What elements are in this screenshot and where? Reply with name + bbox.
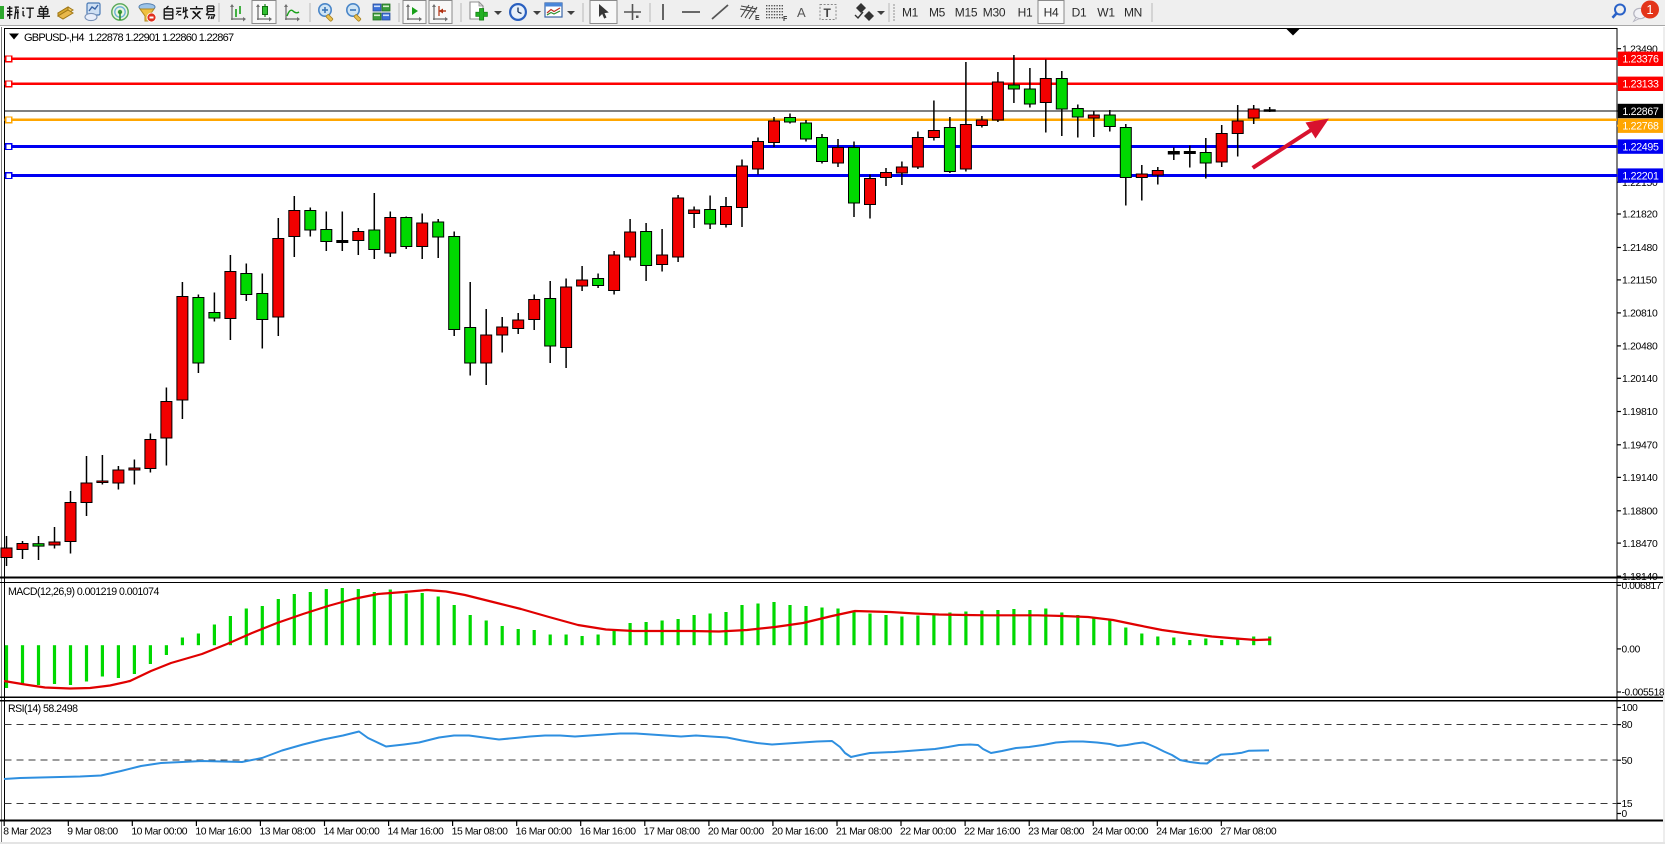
svg-text:14 Mar 16:00: 14 Mar 16:00 [388,827,444,838]
svg-text:20 Mar 16:00: 20 Mar 16:00 [772,827,828,838]
svg-text:RSI(14) 58.2498: RSI(14) 58.2498 [8,703,78,715]
svg-text:22 Mar 16:00: 22 Mar 16:00 [964,827,1020,838]
svg-text:-0.005518: -0.005518 [1622,688,1665,699]
svg-text:80: 80 [1622,720,1633,731]
svg-text:1.20810: 1.20810 [1622,309,1658,320]
svg-text:17 Mar 08:00: 17 Mar 08:00 [644,827,700,838]
svg-text:0: 0 [1622,809,1628,820]
svg-text:1.22150: 1.22150 [1622,178,1658,189]
svg-text:1.22867: 1.22867 [1622,106,1659,118]
svg-text:21 Mar 08:00: 21 Mar 08:00 [836,827,892,838]
svg-text:F: F [783,16,788,23]
svg-text:W1: W1 [1097,6,1115,20]
svg-text:24 Mar 00:00: 24 Mar 00:00 [1092,827,1148,838]
svg-text:1.19810: 1.19810 [1622,407,1658,418]
svg-text:1.22495: 1.22495 [1622,141,1659,153]
svg-text:0.006817: 0.006817 [1622,581,1662,592]
svg-text:1.21480: 1.21480 [1622,243,1658,254]
svg-text:50: 50 [1622,756,1633,767]
svg-text:14 Mar 00:00: 14 Mar 00:00 [324,827,380,838]
svg-text:1.21150: 1.21150 [1622,276,1657,287]
svg-text:1.18470: 1.18470 [1622,539,1658,550]
svg-text:A: A [797,5,806,20]
svg-text:15 Mar 08:00: 15 Mar 08:00 [452,827,508,838]
svg-text:1.19140: 1.19140 [1622,473,1658,484]
svg-text:9 Mar 08:00: 9 Mar 08:00 [67,827,118,838]
svg-text:1.23133: 1.23133 [1622,79,1659,91]
svg-text:D1: D1 [1072,6,1087,20]
svg-text:8 Mar 2023: 8 Mar 2023 [3,827,52,838]
svg-text:E: E [755,15,760,22]
svg-text:1.23490: 1.23490 [1622,44,1658,55]
svg-text:M15: M15 [955,6,978,20]
svg-text:1.20140: 1.20140 [1622,374,1658,385]
svg-text:10 Mar 00:00: 10 Mar 00:00 [131,827,187,838]
svg-text:100: 100 [1622,703,1639,714]
svg-text:1.18140: 1.18140 [1622,572,1658,583]
svg-text:M1: M1 [902,6,919,20]
svg-text:10 Mar 16:00: 10 Mar 16:00 [195,827,251,838]
svg-text:M30: M30 [983,6,1006,20]
svg-text:GBPUSD-,H4 1.22878 1.22901 1.: GBPUSD-,H4 1.22878 1.22901 1.22860 1.228… [24,32,234,44]
svg-text:1.22768: 1.22768 [1622,121,1659,133]
svg-text:16 Mar 16:00: 16 Mar 16:00 [580,827,636,838]
svg-text:27 Mar 08:00: 27 Mar 08:00 [1220,827,1276,838]
svg-text:1.22201: 1.22201 [1622,170,1659,182]
svg-text:23 Mar 08:00: 23 Mar 08:00 [1028,827,1084,838]
svg-text:16 Mar 00:00: 16 Mar 00:00 [516,827,572,838]
svg-text:T: T [824,6,832,20]
svg-text:0.00: 0.00 [1622,645,1641,656]
svg-text:1.23376: 1.23376 [1622,54,1659,66]
svg-text:1: 1 [1646,2,1653,17]
svg-text:1.18800: 1.18800 [1622,507,1658,518]
svg-text:1.21820: 1.21820 [1622,210,1658,221]
svg-text:MACD(12,26,9) 0.001219 0.00107: MACD(12,26,9) 0.001219 0.001074 [8,586,159,598]
svg-text:H1: H1 [1018,6,1033,20]
svg-text:MN: MN [1124,6,1142,20]
svg-text:1.19470: 1.19470 [1622,441,1658,452]
svg-text:1.20480: 1.20480 [1622,342,1658,353]
svg-text:15: 15 [1622,799,1633,810]
svg-text:H4: H4 [1044,6,1059,20]
svg-text:13 Mar 08:00: 13 Mar 08:00 [259,827,315,838]
svg-text:20 Mar 00:00: 20 Mar 00:00 [708,827,764,838]
svg-text:22 Mar 00:00: 22 Mar 00:00 [900,827,956,838]
svg-text:M5: M5 [929,6,946,20]
svg-text:24 Mar 16:00: 24 Mar 16:00 [1156,827,1212,838]
